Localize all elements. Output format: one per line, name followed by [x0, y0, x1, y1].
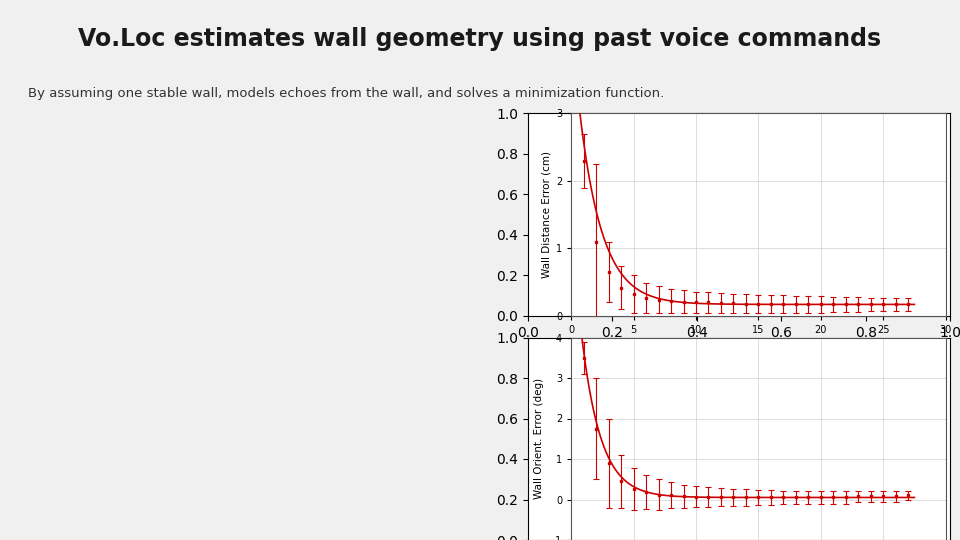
X-axis label: # of Past Samples: # of Past Samples: [711, 338, 805, 348]
Text: Vo.Loc estimates wall geometry using past voice commands: Vo.Loc estimates wall geometry using pas…: [79, 28, 881, 51]
Text: By assuming one stable wall, models echoes from the wall, and solves a minimizat: By assuming one stable wall, models echo…: [29, 86, 664, 100]
Y-axis label: Wall Distance Error (cm): Wall Distance Error (cm): [541, 151, 552, 278]
Y-axis label: Wall Orient. Error (deg): Wall Orient. Error (deg): [534, 378, 543, 500]
